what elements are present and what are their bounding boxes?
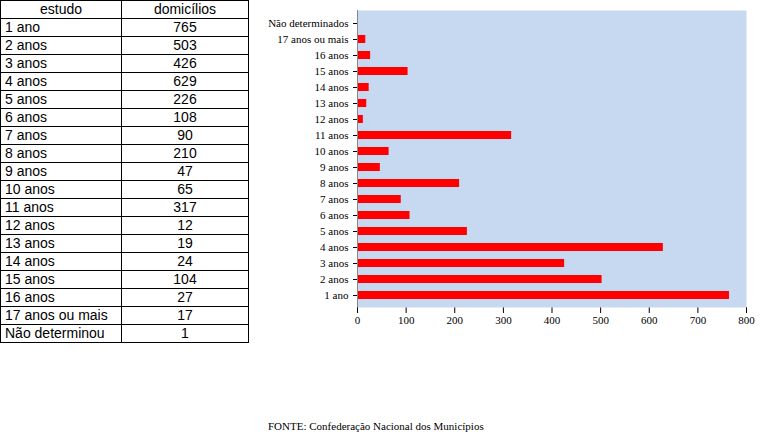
html-text:7 anos: 7 anos xyxy=(5,127,47,143)
svg-text:0: 0 xyxy=(355,314,361,326)
svg-text:700: 700 xyxy=(690,314,707,326)
svg-text:16 anos: 16 anos xyxy=(315,49,349,61)
html-text:12 anos: 12 anos xyxy=(5,217,55,233)
html-text:15 anos: 15 anos xyxy=(5,271,55,287)
svg-text:8 anos: 8 anos xyxy=(320,177,348,189)
svg-text:800: 800 xyxy=(738,314,755,326)
html-text:317: 317 xyxy=(173,199,197,215)
html-text:estudo: estudo xyxy=(40,1,82,17)
svg-text:14 anos: 14 anos xyxy=(315,81,349,93)
html-text:47: 47 xyxy=(177,163,193,179)
svg-text:6 anos: 6 anos xyxy=(320,209,348,221)
html-text:24: 24 xyxy=(177,253,193,269)
svg-text:11 anos: 11 anos xyxy=(315,129,349,141)
html-text:65: 65 xyxy=(177,181,193,197)
svg-text:500: 500 xyxy=(592,314,609,326)
svg-text:10 anos: 10 anos xyxy=(315,145,349,157)
html-text:104: 104 xyxy=(173,271,197,287)
html-text:6 anos: 6 anos xyxy=(5,109,47,125)
svg-text:13 anos: 13 anos xyxy=(315,97,349,109)
svg-text:7 anos: 7 anos xyxy=(320,193,348,205)
html-text:5 anos: 5 anos xyxy=(5,91,47,107)
svg-text:4 anos: 4 anos xyxy=(320,241,348,253)
html-text:9 anos: 9 anos xyxy=(5,163,47,179)
html-text:226: 226 xyxy=(173,91,197,107)
html-text:426: 426 xyxy=(173,55,197,71)
svg-text:15 anos: 15 anos xyxy=(315,65,349,77)
svg-text:400: 400 xyxy=(544,314,561,326)
html-text:domicílios: domicílios xyxy=(153,1,217,17)
svg-text:2 anos: 2 anos xyxy=(320,273,348,285)
html-text:FONTE: Confederação Nacional d: FONTE: Confederação Nacional dos Municíp… xyxy=(268,420,484,432)
html-text:8 anos: 8 anos xyxy=(5,145,47,161)
svg-text:3 anos: 3 anos xyxy=(320,257,348,269)
svg-text:9 anos: 9 anos xyxy=(320,161,348,173)
html-text:13 anos: 13 anos xyxy=(5,235,55,251)
svg-text:17 anos ou mais: 17 anos ou mais xyxy=(277,33,348,45)
html-text:1 ano: 1 ano xyxy=(5,19,40,35)
html-text:12: 12 xyxy=(177,217,193,233)
html-text:14 anos: 14 anos xyxy=(5,253,55,269)
html-text:629: 629 xyxy=(173,73,197,89)
html-text:11 anos: 11 anos xyxy=(5,199,54,215)
html-text:2 anos: 2 anos xyxy=(5,37,47,53)
svg-text:Não determinados: Não determinados xyxy=(268,17,348,29)
html-text:108: 108 xyxy=(173,109,197,125)
html-text:1: 1 xyxy=(181,325,189,341)
html-text:4 anos: 4 anos xyxy=(5,73,47,89)
svg-text:12 anos: 12 anos xyxy=(315,113,349,125)
svg-text:100: 100 xyxy=(398,314,415,326)
html-text:Não determinou: Não determinou xyxy=(5,325,105,341)
svg-text:200: 200 xyxy=(447,314,464,326)
html-text:16 anos: 16 anos xyxy=(5,289,55,305)
html-text:19: 19 xyxy=(177,235,193,251)
html-text:90: 90 xyxy=(177,127,193,143)
html-text:10 anos: 10 anos xyxy=(5,181,55,197)
html-text:17: 17 xyxy=(177,307,193,323)
html-text:17 anos ou mais: 17 anos ou mais xyxy=(5,307,108,323)
svg-text:5 anos: 5 anos xyxy=(320,225,348,237)
html-text:27: 27 xyxy=(177,289,193,305)
html-text:3 anos: 3 anos xyxy=(5,55,47,71)
svg-text:600: 600 xyxy=(641,314,658,326)
html-text:503: 503 xyxy=(173,37,197,53)
html-text:765: 765 xyxy=(173,19,197,35)
svg-text:300: 300 xyxy=(495,314,512,326)
svg-text:1 ano: 1 ano xyxy=(324,289,349,301)
html-text:210: 210 xyxy=(173,145,197,161)
